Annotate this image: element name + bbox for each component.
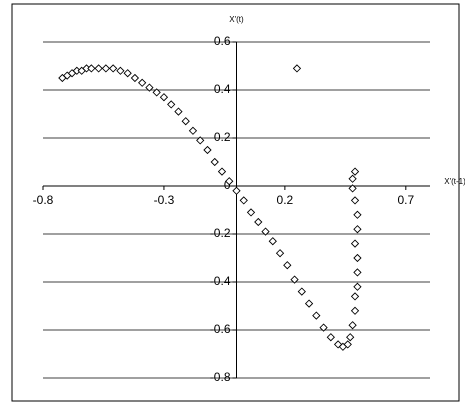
point <box>343 340 352 349</box>
point <box>239 196 248 205</box>
point <box>101 64 111 73</box>
point <box>304 299 314 308</box>
y-tick-label: -0.4 <box>210 274 231 288</box>
point <box>297 287 306 296</box>
point <box>174 107 183 116</box>
point <box>254 217 263 227</box>
point <box>181 117 190 126</box>
point <box>348 321 357 330</box>
point <box>283 261 292 270</box>
point <box>159 93 169 102</box>
point <box>350 292 360 301</box>
point <box>130 73 140 83</box>
point <box>353 282 362 291</box>
y-tick-label: 0.6 <box>214 34 231 48</box>
point <box>350 239 360 248</box>
x-tick-label: 0.2 <box>277 193 294 207</box>
point <box>232 186 241 195</box>
point <box>210 157 219 167</box>
point <box>225 177 234 186</box>
point <box>348 184 357 193</box>
point <box>123 69 132 78</box>
point <box>109 64 118 73</box>
point <box>217 167 227 176</box>
point <box>246 208 256 217</box>
y-tick-label: -0.2 <box>210 226 231 240</box>
x-tick-label: 0.7 <box>397 193 414 207</box>
point <box>350 306 360 315</box>
y-tick-label: 0.4 <box>214 82 231 96</box>
point <box>346 333 355 342</box>
y-tick-label: 0.2 <box>214 130 231 144</box>
point <box>152 88 161 97</box>
point <box>353 268 362 277</box>
x-tick-label: -0.8 <box>33 193 54 207</box>
point <box>275 249 285 258</box>
y-tick-label: -0.8 <box>210 370 231 384</box>
point <box>203 145 212 155</box>
point <box>319 323 328 332</box>
y-axis-label: X'(t) <box>229 15 244 24</box>
point <box>353 210 362 219</box>
point <box>94 64 103 73</box>
point <box>188 126 198 135</box>
point <box>350 167 360 176</box>
point <box>353 253 362 263</box>
point <box>350 196 360 205</box>
point <box>312 311 321 320</box>
point <box>348 174 357 183</box>
point <box>353 225 362 234</box>
x-tick-label: -0.3 <box>154 193 175 207</box>
point <box>268 237 277 246</box>
chart-frame <box>11 3 460 402</box>
point <box>261 227 270 236</box>
y-tick-label: 0 <box>224 178 231 192</box>
point <box>167 100 176 109</box>
point <box>326 333 335 342</box>
point <box>290 275 299 284</box>
x-axis-label: X'(t-1) <box>444 177 465 186</box>
point <box>138 78 147 87</box>
point <box>87 64 96 73</box>
point <box>196 136 205 145</box>
point <box>116 66 125 75</box>
point <box>145 83 154 92</box>
y-tick-label: -0.6 <box>210 322 231 336</box>
point <box>292 64 302 73</box>
